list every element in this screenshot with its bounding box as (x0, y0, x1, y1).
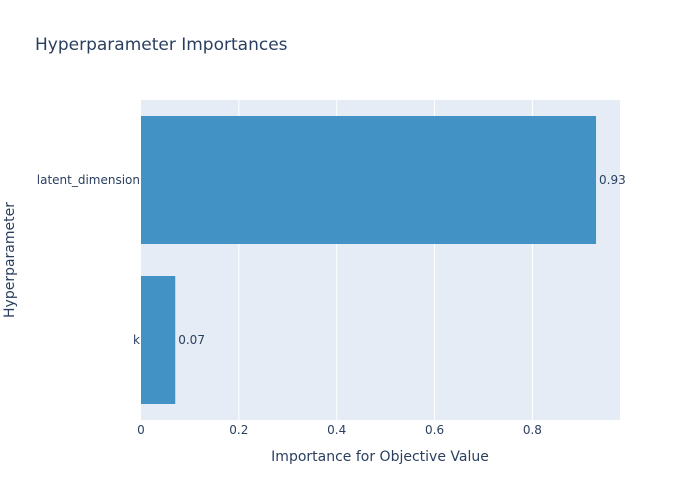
y-axis-title: Hyperparameter (2, 202, 18, 318)
x-tick-label: 0.8 (523, 423, 542, 437)
bars (141, 116, 597, 404)
x-tick-label: 0.6 (425, 423, 444, 437)
bar (141, 276, 176, 404)
y-tick-label: k (133, 333, 140, 347)
x-tick-labels: 0 0.2 0.4 0.6 0.8 (137, 423, 542, 437)
bar-value-labels: 0.93 0.07 (178, 173, 625, 347)
x-axis-title: Importance for Objective Value (271, 449, 489, 465)
bar (141, 116, 597, 244)
bar-value-label: 0.93 (599, 173, 626, 187)
y-tick-label: latent_dimension (37, 173, 140, 187)
x-tick-label: 0.2 (229, 423, 248, 437)
x-tick-label: 0.4 (327, 423, 346, 437)
chart-title: Hyperparameter Importances (35, 35, 288, 55)
x-tick-label: 0 (137, 423, 145, 437)
bar-value-label: 0.07 (178, 333, 205, 347)
